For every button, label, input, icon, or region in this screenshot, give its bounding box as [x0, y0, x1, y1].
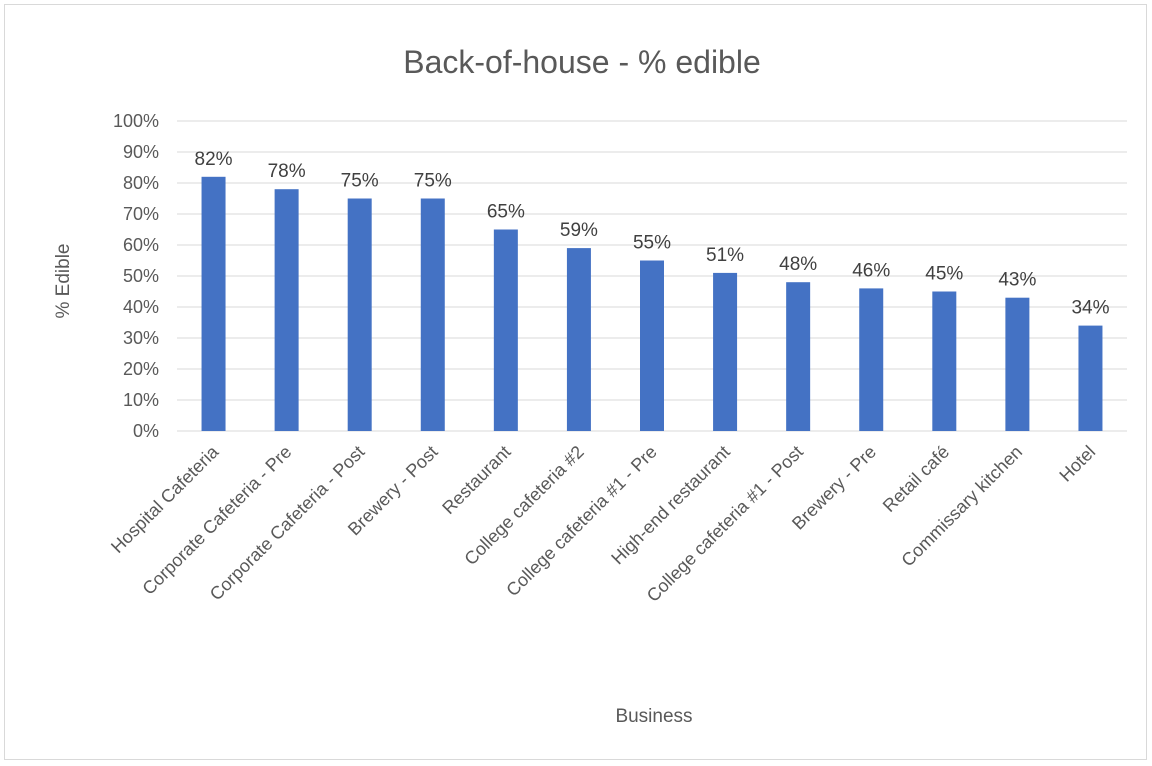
bar — [1078, 325, 1103, 431]
x-tick-label: Corporate Cafeteria - Pre — [138, 442, 295, 599]
data-label: 75% — [341, 171, 379, 192]
bars — [201, 176, 1103, 431]
x-tick-label: Hotel — [1055, 442, 1099, 486]
y-tick-label: 100% — [113, 111, 159, 131]
data-label: 48% — [779, 254, 817, 275]
bar — [566, 248, 591, 431]
bar — [493, 229, 518, 431]
data-labels: 82% 78% 75% 75% 65% 59% 55% 51% 48% 46% 45% 43% 34% — [195, 149, 1110, 319]
x-tick-label: College cafeteria #1 - Post — [643, 442, 807, 606]
y-tick-label: 90% — [123, 142, 159, 162]
bar — [932, 291, 957, 431]
y-tick-label: 70% — [123, 204, 159, 224]
data-label: 46% — [852, 260, 890, 281]
bar — [786, 282, 811, 431]
y-tick-label: 10% — [123, 390, 159, 410]
chart-title: Back-of-house - % edible — [403, 44, 761, 80]
bar — [201, 176, 226, 431]
data-label: 55% — [633, 233, 671, 254]
data-label: 65% — [487, 202, 525, 223]
x-tick-label: Corporate Cafeteria - Post — [206, 442, 369, 605]
data-label: 82% — [195, 149, 233, 170]
y-tick-label: 20% — [123, 359, 159, 379]
x-tick-label: Commissary kitchen — [897, 442, 1026, 571]
y-tick-label: 30% — [123, 328, 159, 348]
x-tick-label: Restaurant — [438, 442, 514, 518]
data-label: 78% — [268, 161, 306, 182]
bar — [1005, 297, 1030, 431]
y-axis-ticks: 0% 10% 20% 30% 40% 50% 60% 70% 80% 90% 100% — [113, 111, 159, 441]
y-tick-label: 40% — [123, 297, 159, 317]
data-label: 51% — [706, 245, 744, 266]
x-tick-label: High-end restaurant — [607, 442, 734, 569]
x-axis-title: Business — [615, 706, 692, 727]
data-label: 45% — [925, 264, 963, 285]
bar-chart: Back-of-house - % edible 0% 10% 20% 30% 40% 5… — [53, 44, 1127, 727]
y-tick-label: 50% — [123, 266, 159, 286]
bar — [713, 272, 738, 431]
x-tick-label: College cafeteria #1 - Pre — [502, 442, 660, 600]
bar — [347, 198, 372, 431]
y-tick-label: 60% — [123, 235, 159, 255]
data-label: 43% — [998, 270, 1036, 291]
chart-frame: Back-of-house - % edible 0% 10% 20% 30% 40% 5… — [4, 4, 1147, 760]
y-tick-label: 80% — [123, 173, 159, 193]
bar — [640, 260, 664, 431]
y-tick-label: 0% — [133, 421, 159, 441]
bar — [274, 189, 299, 431]
data-label: 75% — [414, 171, 452, 192]
x-tick-label: College cafeteria #2 — [460, 442, 587, 569]
data-label: 34% — [1071, 298, 1109, 319]
bar — [420, 198, 445, 431]
data-label: 59% — [560, 220, 598, 241]
y-axis-title: % Edible — [53, 244, 74, 319]
x-tick-label: Retail café — [879, 442, 953, 516]
bar — [859, 288, 884, 431]
